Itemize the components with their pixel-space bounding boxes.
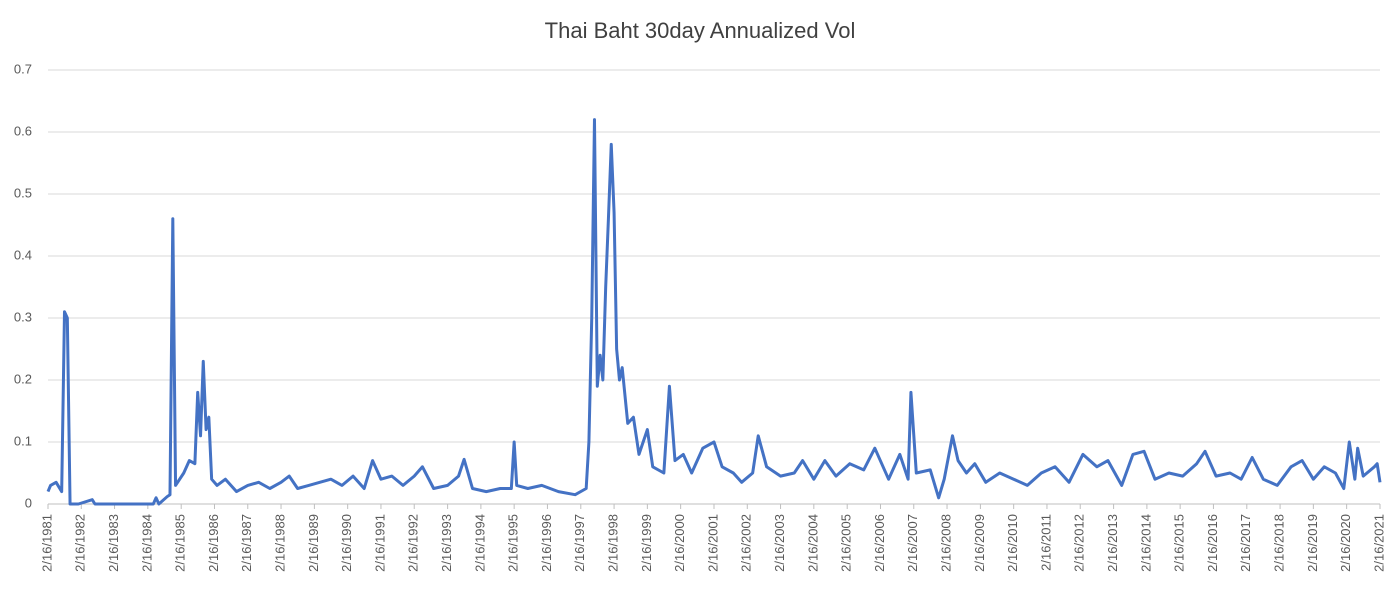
x-tick-label: 2/16/2002 <box>739 514 754 572</box>
x-tick-label: 2/16/1993 <box>439 514 454 572</box>
x-tick-label: 2/16/2003 <box>772 514 787 572</box>
x-tick-label: 2/16/2017 <box>1238 514 1253 572</box>
y-tick-label: 0.1 <box>14 433 32 448</box>
x-tick-label: 2/16/2000 <box>672 514 687 572</box>
x-tick-label: 2/16/1985 <box>173 514 188 572</box>
x-tick-label: 2/16/2014 <box>1138 514 1153 572</box>
x-tick-label: 2/16/1987 <box>239 514 254 572</box>
x-tick-label: 2/16/2018 <box>1272 514 1287 572</box>
x-tick-label: 2/16/2019 <box>1305 514 1320 572</box>
x-tick-label: 2/16/1986 <box>206 514 221 572</box>
x-tick-label: 2/16/1996 <box>539 514 554 572</box>
x-tick-label: 2/16/2001 <box>705 514 720 572</box>
x-tick-label: 2/16/1998 <box>606 514 621 572</box>
x-tick-label: 2/16/2010 <box>1005 514 1020 572</box>
y-tick-label: 0.5 <box>14 185 32 200</box>
x-tick-label: 2/16/1994 <box>472 514 487 572</box>
y-tick-label: 0.4 <box>14 247 32 262</box>
y-tick-label: 0.7 <box>14 61 32 76</box>
x-tick-label: 2/16/2005 <box>839 514 854 572</box>
x-tick-label: 2/16/2009 <box>972 514 987 572</box>
x-tick-label: 2/16/2006 <box>872 514 887 572</box>
x-tick-label: 2/16/1992 <box>406 514 421 572</box>
x-tick-label: 2/16/2008 <box>938 514 953 572</box>
x-tick-label: 2/16/1999 <box>639 514 654 572</box>
y-tick-label: 0.2 <box>14 371 32 386</box>
x-tick-label: 2/16/2013 <box>1105 514 1120 572</box>
x-tick-label: 2/16/2021 <box>1371 514 1386 572</box>
y-tick-label: 0.6 <box>14 123 32 138</box>
x-tick-label: 2/16/2007 <box>905 514 920 572</box>
x-tick-label: 2/16/1983 <box>106 514 121 572</box>
y-tick-label: 0.3 <box>14 309 32 324</box>
x-tick-label: 2/16/2011 <box>1038 514 1053 571</box>
x-tick-label: 2/16/1997 <box>572 514 587 572</box>
x-tick-label: 2/16/1990 <box>339 514 354 572</box>
x-tick-label: 2/16/1988 <box>272 514 287 572</box>
x-tick-label: 2/16/2016 <box>1205 514 1220 572</box>
x-tick-label: 2/16/1982 <box>73 514 88 572</box>
line <box>46 118 1382 506</box>
x-tick-label: 2/16/2020 <box>1338 514 1353 572</box>
y-tick-label: 0 <box>25 495 32 510</box>
x-tick-label: 2/16/1984 <box>139 514 154 572</box>
x-tick-label: 2/16/2004 <box>805 514 820 572</box>
x-tick-label: 2/16/2015 <box>1172 514 1187 572</box>
x-tick-label: 2/16/1981 <box>39 514 54 572</box>
x-tick-label: 2/16/1995 <box>506 514 521 572</box>
x-tick-label: 2/16/2012 <box>1072 514 1087 572</box>
x-tick-label: 2/16/1989 <box>306 514 321 572</box>
x-tick-label: 2/16/1991 <box>372 514 387 572</box>
chart-title: Thai Baht 30day Annualized Vol <box>545 18 856 43</box>
